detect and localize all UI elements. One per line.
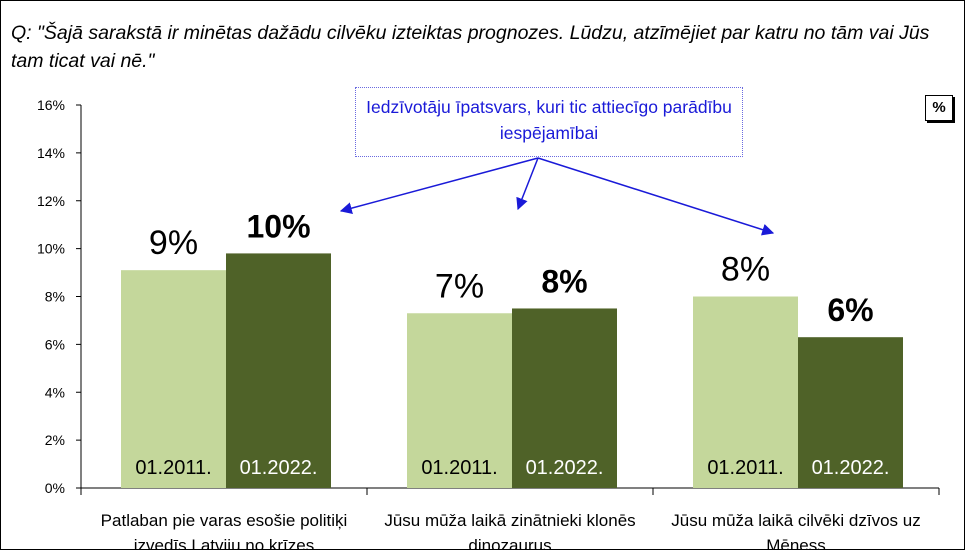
annotation-arrow [537,157,775,236]
bar-series-label: 01.2011. [135,457,211,479]
unit-badge: % [925,95,953,121]
x-category-label: Jūsu mūža laikā cilvēki dzīvos uz Mēness [671,511,921,550]
bar-series-label: 01.2022. [240,457,318,479]
bar [121,270,226,488]
annotation-box: Iedzīvotāju īpatsvars, kuri tic attiecīg… [355,87,743,157]
data-label: 10% [246,208,310,244]
y-tick-label: 2% [45,432,65,448]
data-label: 6% [827,292,873,328]
bar [693,296,798,488]
y-tick-label: 10% [37,241,65,257]
y-tick-label: 8% [45,289,65,305]
bar-series-label: 01.2022. [526,457,604,479]
bar-series-label: 01.2011. [421,457,497,479]
question-text: Q: "Šajā sarakstā ir minētas dažādu cilv… [11,22,930,72]
data-label: 8% [721,251,770,289]
bar [226,253,331,488]
data-label: 8% [541,263,587,299]
y-tick-label: 0% [45,480,65,496]
bar-series-label: 01.2022. [812,457,890,479]
bar [798,337,903,488]
x-category-label: Jūsu mūža laikā zinātnieki klonēs dinoza… [384,511,636,550]
annotation-arrow [339,157,539,214]
y-tick-label: 6% [45,336,65,352]
data-label: 9% [149,224,198,262]
data-label: 7% [435,267,484,305]
y-tick-label: 14% [37,145,65,161]
x-category-label: Patlaban pie varas esošie politiķi izved… [100,511,348,550]
y-tick-label: 16% [37,97,65,113]
bar [512,308,617,488]
y-tick-label: 4% [45,384,65,400]
bar [407,313,512,488]
y-tick-label: 12% [37,193,65,209]
annotation-arrow [516,157,539,211]
bar-series-label: 01.2011. [707,457,783,479]
